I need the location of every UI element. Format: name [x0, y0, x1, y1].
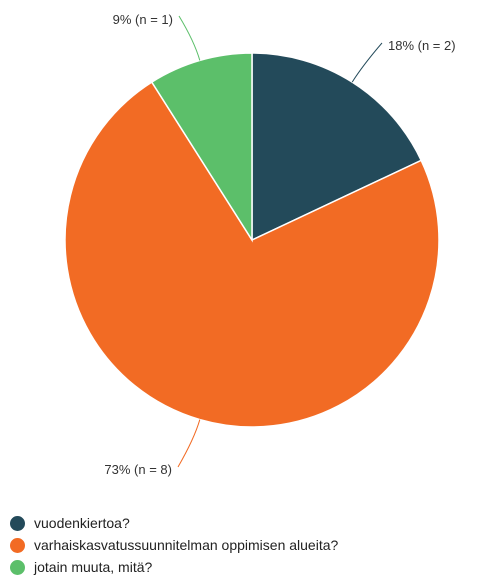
data-label-oppimisen-alueita: 73% (n = 8)	[104, 462, 172, 477]
legend-label-jotain-muuta: jotain muuta, mitä?	[34, 559, 153, 575]
legend: vuodenkiertoa? varhaiskasvatussuunnitelm…	[10, 512, 495, 578]
legend-swatch-oppimisen-alueita	[10, 537, 25, 553]
leader-line-vuodenkiertoa	[351, 42, 383, 83]
pie-slice-oppimisen-alueita[interactable]	[64, 81, 440, 428]
leader-line-jotain-muuta	[178, 15, 201, 61]
legend-item-oppimisen-alueita[interactable]: varhaiskasvatussuunnitelman oppimisen al…	[10, 534, 495, 556]
legend-swatch-vuodenkiertoa	[10, 515, 25, 531]
data-label-jotain-muuta: 9% (n = 1)	[113, 12, 173, 27]
legend-label-vuodenkiertoa: vuodenkiertoa?	[34, 515, 130, 531]
legend-item-jotain-muuta[interactable]: jotain muuta, mitä?	[10, 556, 495, 578]
data-label-vuodenkiertoa: 18% (n = 2)	[388, 38, 456, 53]
legend-item-vuodenkiertoa[interactable]: vuodenkiertoa?	[10, 512, 495, 534]
legend-swatch-jotain-muuta	[10, 559, 25, 575]
leader-line-oppimisen-alueita	[177, 419, 201, 468]
pie-slice-vuodenkiertoa[interactable]	[251, 52, 423, 242]
legend-label-oppimisen-alueita: varhaiskasvatussuunnitelman oppimisen al…	[34, 537, 339, 553]
